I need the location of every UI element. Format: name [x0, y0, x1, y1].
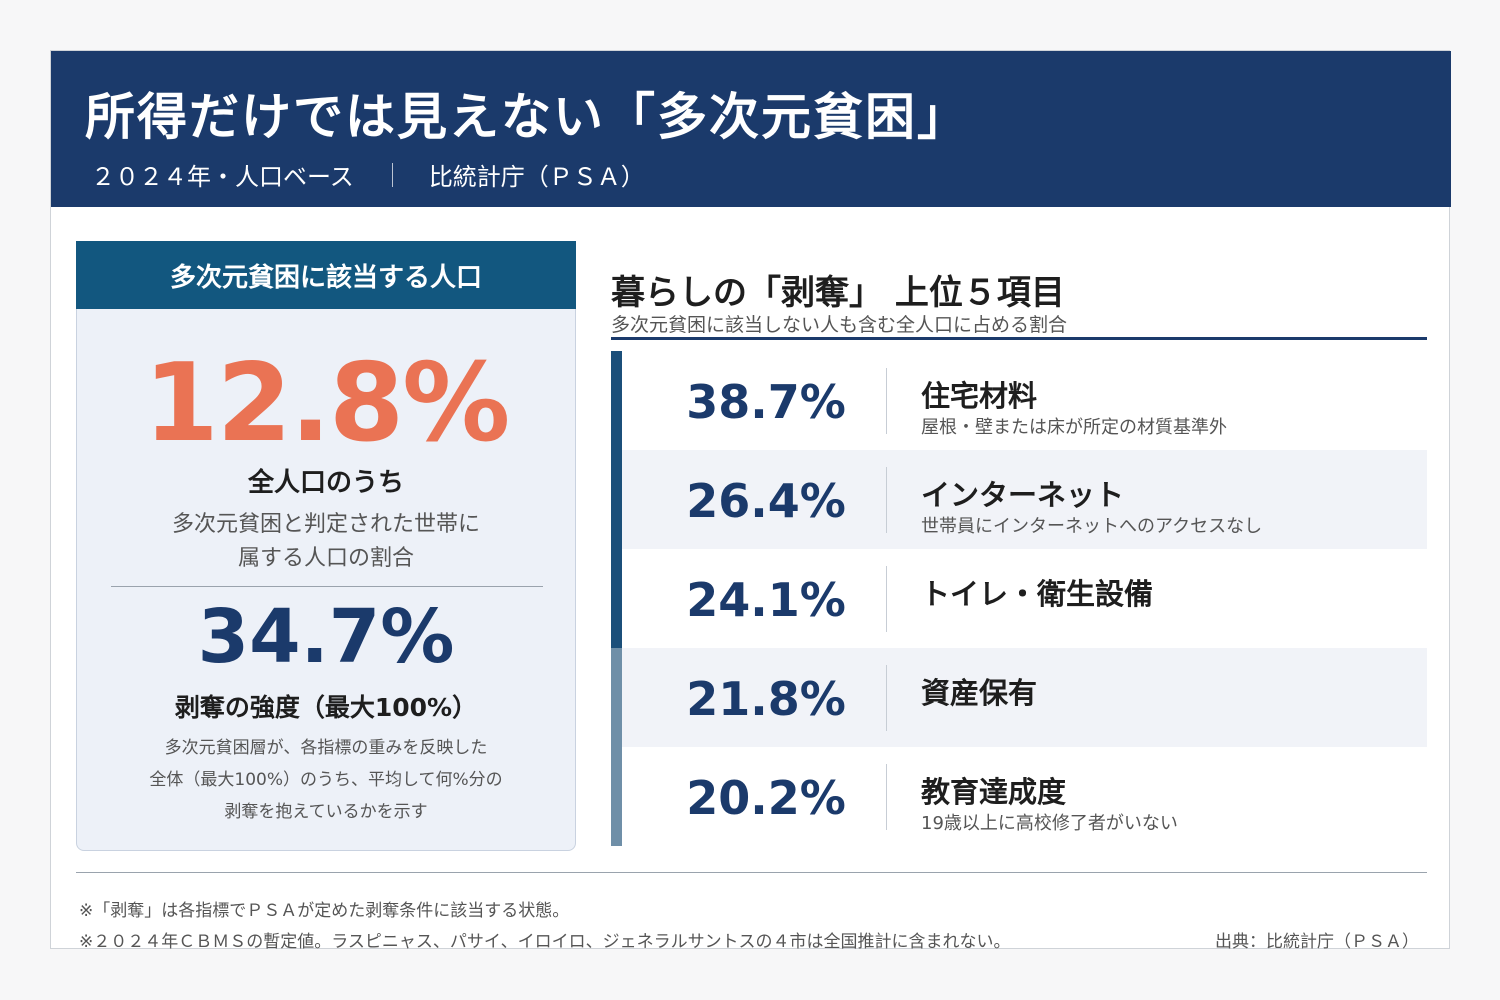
panel-heading: 多次元貧困に該当する人口 — [76, 241, 576, 309]
item-value: 24.1% — [686, 573, 846, 627]
item-description: 屋根・壁または床が所定の材質基準外 — [921, 417, 1227, 438]
subtitle-agency: 比統計庁（ＰＳＡ） — [428, 163, 645, 191]
deprivation-title: 暮らしの「剥奪」 上位５項目 — [611, 273, 1065, 313]
list-item: 24.1% トイレ・衛生設備 — [611, 549, 1427, 648]
subtitle-divider — [391, 162, 393, 187]
item-value: 20.2% — [686, 771, 846, 825]
description-line: 多次元貧困層が、各指標の重みを反映した — [164, 738, 488, 758]
item-name: 教育達成度 — [921, 775, 1067, 809]
list-item: 26.4% インターネット 世帯員にインターネットへのアクセスなし — [611, 450, 1427, 549]
deprivation-rule — [611, 337, 1427, 340]
row-divider — [886, 665, 887, 731]
list-item: 20.2% 教育達成度 19歳以上に高校修了者がいない — [611, 747, 1427, 846]
item-value: 38.7% — [686, 375, 846, 429]
poverty-rate-label: 全人口のうち — [247, 468, 404, 498]
description-line: 属する人口の割合 — [237, 546, 414, 571]
deprivation-list: 38.7% 住宅材料 屋根・壁または床が所定の材質基準外 26.4% インターネ… — [611, 351, 1427, 846]
panel-divider — [111, 586, 543, 587]
footer-rule — [76, 872, 1427, 873]
row-divider — [886, 467, 887, 533]
item-value: 26.4% — [686, 474, 846, 528]
list-item: 38.7% 住宅材料 屋根・壁または床が所定の材質基準外 — [611, 351, 1427, 450]
row-accent-bar — [611, 351, 622, 450]
deprivation-subtitle: 多次元貧困に該当しない人も含む全人口に占める割合 — [611, 314, 1068, 336]
row-accent-bar — [611, 450, 622, 549]
item-value: 21.8% — [686, 672, 846, 726]
row-divider — [886, 566, 887, 632]
intensity-label: 剥奪の強度（最大100%） — [174, 693, 478, 722]
description-line: 剥奪を抱えているかを示す — [224, 802, 428, 822]
row-divider — [886, 764, 887, 830]
description-line: 多次元貧困と判定された世帯に — [171, 512, 480, 537]
row-divider — [886, 368, 887, 434]
description-line: 全体（最大100%）のうち、平均して何%分の — [149, 770, 503, 790]
source-credit: 出典：比統計庁（ＰＳＡ） — [1215, 932, 1419, 952]
header-banner: 所得だけでは見えない「多次元貧困」 ２０２４年・人口ベース 比統計庁（ＰＳＡ） — [51, 51, 1451, 207]
row-accent-bar — [611, 747, 622, 846]
item-description: 世帯員にインターネットへのアクセスなし — [921, 516, 1263, 537]
page-title: 所得だけでは見えない「多次元貧困」 — [85, 88, 969, 146]
item-name: インターネット — [921, 478, 1125, 512]
row-accent-bar — [611, 648, 622, 747]
item-name: トイレ・衛生設備 — [921, 577, 1154, 611]
intensity-description: 多次元貧困層が、各指標の重みを反映した 全体（最大100%）のうち、平均して何%… — [77, 732, 575, 828]
poverty-rate-value: 12.8% — [143, 341, 511, 466]
item-name: 住宅材料 — [921, 379, 1038, 413]
intensity-value: 34.7% — [197, 594, 455, 680]
poverty-population-panel: 多次元貧困に該当する人口 12.8% 全人口のうち 多次元貧困と判定された世帯に… — [76, 241, 576, 851]
footnote-provisional: ※２０２４年ＣＢＭＳの暫定値。ラスピニャス、パサイ、イロイロ、ジェネラルサントス… — [79, 932, 1011, 952]
subtitle-year: ２０２４年・人口ベース — [91, 163, 354, 191]
list-item: 21.8% 資産保有 — [611, 648, 1427, 747]
footnote-deprivation: ※「剥奪」は各指標でＰＳＡが定めた剥奪条件に該当する状態。 — [79, 901, 570, 921]
row-accent-bar — [611, 549, 622, 648]
poverty-rate-description: 多次元貧困と判定された世帯に 属する人口の割合 — [77, 508, 575, 576]
subtitle-row: ２０２４年・人口ベース 比統計庁（ＰＳＡ） — [91, 157, 645, 192]
infographic-frame: 所得だけでは見えない「多次元貧困」 ２０２４年・人口ベース 比統計庁（ＰＳＡ） … — [50, 50, 1451, 952]
item-description: 19歳以上に高校修了者がいない — [921, 813, 1178, 834]
item-name: 資産保有 — [921, 676, 1038, 710]
